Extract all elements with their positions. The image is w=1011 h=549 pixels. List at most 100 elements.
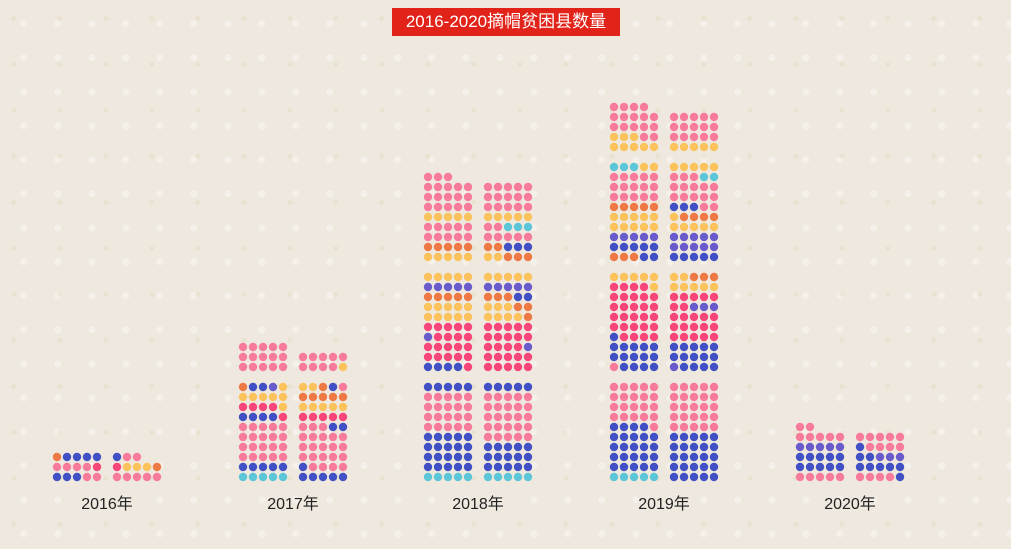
dot xyxy=(709,122,719,132)
dot xyxy=(855,472,865,482)
dot xyxy=(248,462,258,472)
dot xyxy=(503,432,513,442)
dot xyxy=(669,392,679,402)
dot xyxy=(649,342,659,352)
dot xyxy=(805,442,815,452)
dot xyxy=(619,462,629,472)
dot xyxy=(669,332,679,342)
dot xyxy=(699,142,709,152)
dot xyxy=(523,242,533,252)
dot xyxy=(122,472,132,482)
dot xyxy=(825,452,835,462)
dot xyxy=(423,422,433,432)
x-tick-label: 2019年 xyxy=(638,495,690,513)
dot xyxy=(453,182,463,192)
dot xyxy=(639,272,649,282)
dot xyxy=(699,302,709,312)
dot xyxy=(238,432,248,442)
dot xyxy=(619,392,629,402)
dot xyxy=(649,242,659,252)
dot xyxy=(238,452,248,462)
dot xyxy=(258,382,268,392)
dot xyxy=(619,332,629,342)
dot xyxy=(248,392,258,402)
dot xyxy=(679,352,689,362)
dot xyxy=(258,462,268,472)
dot xyxy=(619,182,629,192)
dot xyxy=(699,452,709,462)
dot xyxy=(308,472,318,482)
dot xyxy=(639,142,649,152)
dot xyxy=(513,322,523,332)
dot xyxy=(433,182,443,192)
dot xyxy=(248,412,258,422)
dot xyxy=(865,462,875,472)
dot xyxy=(493,442,503,452)
dot xyxy=(815,442,825,452)
dot xyxy=(689,252,699,262)
dot xyxy=(629,442,639,452)
dot xyxy=(699,162,709,172)
dot xyxy=(433,452,443,462)
dot xyxy=(709,332,719,342)
dot xyxy=(609,442,619,452)
dot xyxy=(649,302,659,312)
dot xyxy=(609,432,619,442)
dot xyxy=(483,292,493,302)
dot xyxy=(689,352,699,362)
dot xyxy=(423,252,433,262)
dot xyxy=(493,252,503,262)
dot xyxy=(453,282,463,292)
dot xyxy=(689,342,699,352)
dot xyxy=(825,442,835,452)
dot xyxy=(709,162,719,172)
dot xyxy=(699,312,709,322)
dot xyxy=(629,472,639,482)
dot xyxy=(493,232,503,242)
dot xyxy=(132,472,142,482)
dot xyxy=(443,202,453,212)
dot xyxy=(649,442,659,452)
dot xyxy=(855,442,865,452)
dot xyxy=(639,322,649,332)
dot xyxy=(513,352,523,362)
dot xyxy=(649,392,659,402)
dot xyxy=(443,282,453,292)
dot xyxy=(619,192,629,202)
dot xyxy=(278,472,288,482)
dot xyxy=(629,172,639,182)
dot xyxy=(629,322,639,332)
dot xyxy=(463,422,473,432)
dot xyxy=(815,452,825,462)
dot xyxy=(679,282,689,292)
dot xyxy=(523,292,533,302)
dot xyxy=(453,472,463,482)
dot xyxy=(639,232,649,242)
dot xyxy=(609,422,619,432)
dot xyxy=(649,272,659,282)
dot xyxy=(258,412,268,422)
dot xyxy=(669,172,679,182)
dot xyxy=(463,432,473,442)
dot xyxy=(679,182,689,192)
dot xyxy=(433,422,443,432)
dot xyxy=(328,452,338,462)
dot xyxy=(639,112,649,122)
dot xyxy=(709,472,719,482)
dot xyxy=(483,282,493,292)
dot xyxy=(503,362,513,372)
dot xyxy=(423,282,433,292)
dot xyxy=(503,382,513,392)
dot xyxy=(443,382,453,392)
dot xyxy=(132,462,142,472)
dot xyxy=(629,302,639,312)
dot xyxy=(619,282,629,292)
dot xyxy=(679,122,689,132)
dot xyxy=(503,232,513,242)
dot xyxy=(689,312,699,322)
dot xyxy=(629,312,639,322)
dot xyxy=(443,222,453,232)
dot xyxy=(885,452,895,462)
dot xyxy=(699,322,709,332)
dot xyxy=(639,162,649,172)
